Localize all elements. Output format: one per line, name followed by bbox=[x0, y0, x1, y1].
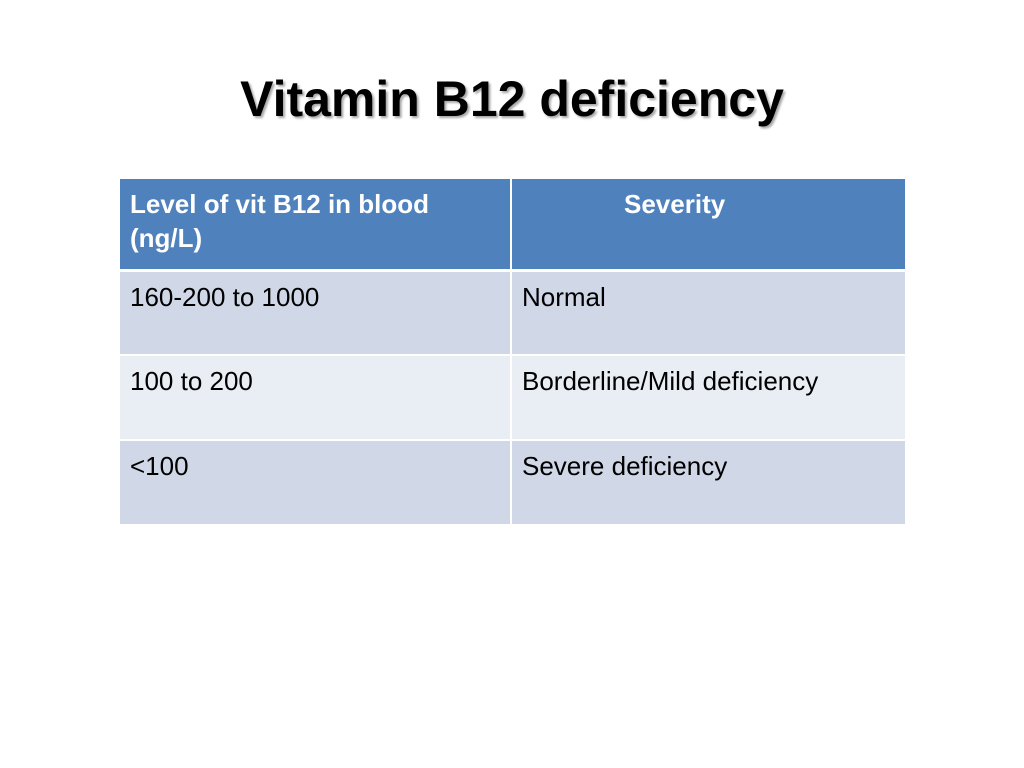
table-row: 100 to 200 Borderline/Mild deficiency bbox=[120, 355, 905, 441]
slide-title: Vitamin B12 deficiency bbox=[240, 71, 784, 127]
table-row: <100 Severe deficiency bbox=[120, 440, 905, 526]
cell-level: <100 bbox=[120, 440, 512, 526]
header-level: Level of vit B12 in blood (ng/L) bbox=[120, 179, 512, 272]
b12-severity-table: Level of vit B12 in blood (ng/L) Severit… bbox=[120, 179, 905, 526]
cell-severity: Normal bbox=[511, 270, 905, 356]
cell-level: 100 to 200 bbox=[120, 355, 512, 441]
header-severity: Severity bbox=[511, 179, 905, 272]
cell-level: 160-200 to 1000 bbox=[120, 270, 512, 356]
cell-severity: Borderline/Mild deficiency bbox=[511, 355, 905, 441]
cell-severity: Severe deficiency bbox=[511, 440, 905, 526]
table-header-row: Level of vit B12 in blood (ng/L) Severit… bbox=[120, 179, 905, 272]
table-row: 160-200 to 1000 Normal bbox=[120, 270, 905, 356]
